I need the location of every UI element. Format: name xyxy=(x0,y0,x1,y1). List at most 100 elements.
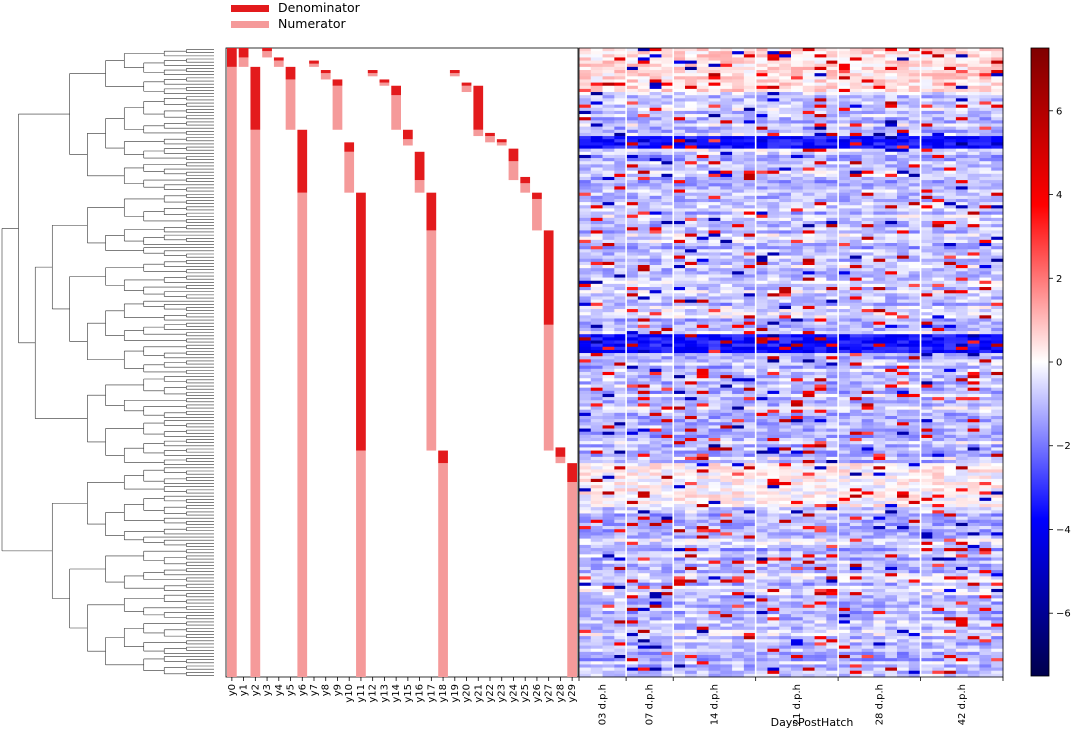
heatmap-cell xyxy=(673,375,686,379)
heatmap-cell xyxy=(779,497,792,502)
heatmap-cell xyxy=(802,274,815,278)
heatmap-cell xyxy=(661,573,674,577)
heatmap-cell xyxy=(708,126,721,131)
heatmap-cell xyxy=(614,548,627,552)
heatmap-cell xyxy=(732,186,745,190)
heatmap-cell xyxy=(755,296,768,300)
heatmap-cell xyxy=(802,425,815,429)
heatmap-cell xyxy=(637,648,650,653)
heatmap-cell xyxy=(579,92,592,96)
heatmap-cell xyxy=(649,208,662,212)
heatmap-cell xyxy=(685,607,698,612)
heatmap-cell xyxy=(579,626,592,631)
heatmap-cell xyxy=(661,57,674,61)
heatmap-cell xyxy=(708,491,721,495)
heatmap-cell xyxy=(673,82,686,87)
heatmap-cell xyxy=(755,230,768,234)
heatmap-cell xyxy=(743,343,756,348)
heatmap-cell xyxy=(673,249,686,253)
heatmap-cell xyxy=(685,437,698,442)
heatmap-cell xyxy=(791,255,804,260)
heatmap-cell xyxy=(743,82,756,87)
heatmap-cell xyxy=(743,456,756,461)
heatmap-cell xyxy=(732,107,745,112)
heatmap-cell xyxy=(590,359,603,363)
heatmap-cell xyxy=(696,268,709,272)
heatmap-cell xyxy=(602,459,615,464)
heatmap-cell xyxy=(602,268,615,272)
heatmap-cell xyxy=(649,482,662,486)
heatmap-cell xyxy=(673,73,686,77)
heatmap-cell xyxy=(685,573,698,577)
heatmap-cell xyxy=(673,422,686,426)
heatmap-cell xyxy=(720,541,733,546)
heatmap-cell xyxy=(814,202,827,206)
balance-x-tick-label: y28 xyxy=(555,684,566,703)
heatmap-cell xyxy=(602,324,615,329)
heatmap-cell xyxy=(802,566,815,571)
heatmap-cell xyxy=(720,318,733,322)
heatmap-cell xyxy=(602,478,615,483)
heatmap-cell xyxy=(649,296,662,300)
heatmap-cell xyxy=(755,526,768,530)
heatmap-cell xyxy=(791,151,804,156)
heatmap-cell xyxy=(732,579,745,583)
heatmap-cell xyxy=(767,381,780,385)
heatmap-cell xyxy=(579,167,592,171)
heatmap-cell xyxy=(696,629,709,634)
heatmap-cell xyxy=(767,337,780,341)
heatmap-cell xyxy=(685,48,698,52)
heatmap-cell xyxy=(696,566,709,571)
balance-numerator-bar xyxy=(520,183,531,193)
heatmap-cell xyxy=(720,651,733,656)
heatmap-cell xyxy=(708,88,721,93)
heatmap-cell xyxy=(626,183,639,187)
heatmap-cell xyxy=(649,529,662,533)
heatmap-cell xyxy=(661,192,674,197)
heatmap-cell xyxy=(732,516,745,521)
heatmap-cell xyxy=(802,261,815,266)
heatmap-cell xyxy=(685,381,698,385)
heatmap-cell xyxy=(614,453,627,458)
heatmap-cell xyxy=(649,620,662,624)
heatmap-cell xyxy=(649,183,662,187)
heatmap-cell xyxy=(802,582,815,587)
heatmap-cell xyxy=(755,588,768,593)
heatmap-cell xyxy=(661,626,674,631)
heatmap-cell xyxy=(614,431,627,436)
balance-numerator-bar xyxy=(461,85,472,93)
heatmap-cell xyxy=(802,280,815,285)
heatmap-cell xyxy=(685,258,698,263)
heatmap-cell xyxy=(696,120,709,124)
heatmap-cell xyxy=(767,227,780,231)
heatmap-cell xyxy=(743,667,756,672)
heatmap-cell xyxy=(661,371,674,376)
heatmap-cell xyxy=(767,154,780,159)
heatmap-cell xyxy=(661,321,674,326)
heatmap-cell xyxy=(720,576,733,580)
heatmap-cell xyxy=(661,299,674,304)
heatmap-cell xyxy=(673,123,686,127)
heatmap-cell xyxy=(802,463,815,467)
heatmap-cell xyxy=(649,507,662,511)
heatmap-cell xyxy=(767,428,780,432)
heatmap-cell xyxy=(673,349,686,354)
heatmap-cell xyxy=(579,104,592,109)
heatmap-cell xyxy=(755,255,768,260)
heatmap-cell xyxy=(720,444,733,448)
heatmap-cell xyxy=(673,497,686,502)
heatmap-cell xyxy=(626,610,639,615)
heatmap-cell xyxy=(732,595,745,599)
heatmap-cell xyxy=(685,450,698,455)
heatmap-cell xyxy=(685,485,698,489)
heatmap-cell xyxy=(767,82,780,87)
heatmap-cell xyxy=(802,85,815,90)
heatmap-cell xyxy=(590,246,603,250)
heatmap-cell xyxy=(779,629,792,634)
heatmap-cell xyxy=(685,88,698,93)
heatmap-cell xyxy=(626,513,639,517)
heatmap-cell xyxy=(590,117,603,121)
heatmap-cell xyxy=(626,214,639,219)
heatmap-cell xyxy=(802,500,815,505)
heatmap-cell xyxy=(791,544,804,549)
